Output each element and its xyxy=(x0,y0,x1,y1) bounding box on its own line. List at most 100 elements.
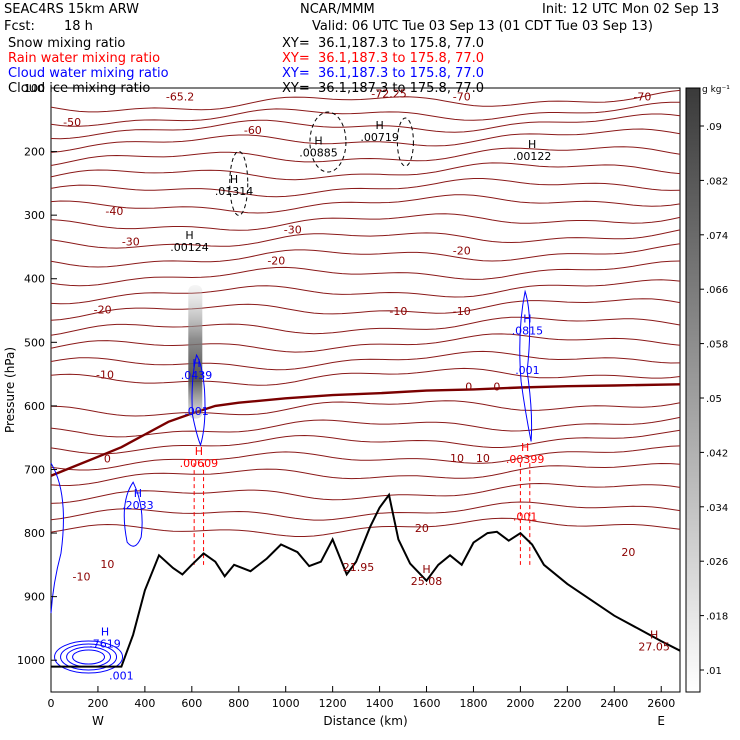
temperature-contour-label: -20 xyxy=(94,304,112,317)
colorbar-tick-label: .09 xyxy=(706,122,722,133)
temperature-contour xyxy=(50,482,681,504)
temperature-contour xyxy=(50,243,681,268)
colorbar-tick-label: .034 xyxy=(706,503,728,514)
forecast-label: Fcst: xyxy=(4,19,35,34)
cloud-water-contour xyxy=(60,643,118,671)
temperature-contour-label: 10 xyxy=(450,452,464,465)
x-tick-label: 2600 xyxy=(647,697,675,710)
x-tick-label: 1200 xyxy=(319,697,347,710)
cloud-water-contour xyxy=(72,649,106,665)
x-tick-label: 800 xyxy=(228,697,249,710)
x-end-label-east: E xyxy=(657,714,665,728)
x-tick-label: 2400 xyxy=(600,697,628,710)
temperature-contour xyxy=(50,178,681,198)
extremum-value: .00719 xyxy=(360,131,399,144)
temperature-contour xyxy=(50,400,681,417)
temperature-contour-label: 0 xyxy=(465,381,472,394)
temperature-contour xyxy=(50,517,681,537)
extremum-value: .2033 xyxy=(122,499,154,512)
temperature-contour xyxy=(50,367,681,386)
extremum-marker: H xyxy=(195,445,203,458)
temperature-contour-label: -70 xyxy=(633,91,651,104)
x-tick-label: 400 xyxy=(134,697,155,710)
temperature-contour xyxy=(50,333,681,353)
colorbar-tick-label: .01 xyxy=(706,666,722,677)
y-axis-label: Pressure (hPa) xyxy=(3,347,17,433)
extremum-marker: H xyxy=(134,487,142,500)
freezing-level-contour xyxy=(50,383,681,477)
temperature-contour-label: -10 xyxy=(73,571,91,584)
extremum-value: .00609 xyxy=(180,457,219,470)
snow-mixing-shading xyxy=(188,285,203,419)
extremum-value: .00122 xyxy=(513,150,552,163)
center-label: NCAR/MMM xyxy=(300,2,375,17)
x-end-label-west: W xyxy=(92,714,104,728)
temperature-contour-label: 10 xyxy=(476,452,490,465)
cloud-ice-contour xyxy=(309,111,347,173)
extremum-value: 27.05 xyxy=(638,641,670,654)
field-xy-rain: XY= 36.1,187.3 to 175.8, 77.0 xyxy=(282,51,485,66)
temperature-contour xyxy=(50,429,681,455)
extremum-value: .7619 xyxy=(89,637,121,650)
temperature-contour-label: -30 xyxy=(284,224,302,237)
colorbar-tick-label: .066 xyxy=(706,285,728,296)
y-tick-label: 900 xyxy=(24,591,45,604)
temperature-contour xyxy=(50,416,681,438)
temperature-contour-label: -20 xyxy=(453,245,471,258)
y-tick-label: 800 xyxy=(24,527,45,540)
temperature-contour-label: -50 xyxy=(63,116,81,129)
temperature-contour-label: -30 xyxy=(122,236,140,249)
colorbar-tick-label: .058 xyxy=(706,340,728,351)
temperature-contour xyxy=(50,279,681,305)
extremum-marker: H xyxy=(192,357,200,370)
temperature-contour-label: -70 xyxy=(453,91,471,104)
x-tick-label: 600 xyxy=(181,697,202,710)
temperature-contour xyxy=(50,445,681,471)
temperature-contour-label: -10 xyxy=(453,305,471,318)
temperature-contour xyxy=(50,113,681,140)
temperature-contour xyxy=(50,146,681,166)
field-name-rain: Rain water mixing ratio xyxy=(8,51,161,66)
temperature-contour xyxy=(50,462,681,487)
y-tick-label: 1000 xyxy=(17,654,45,667)
temperature-contour-label: -60 xyxy=(244,124,262,137)
temperature-contour-label: -10 xyxy=(389,305,407,318)
temperature-contour-label: -10 xyxy=(96,369,114,382)
extremum-value: .001 xyxy=(184,405,209,418)
temperature-contour xyxy=(50,298,681,321)
temperature-contour xyxy=(50,162,681,181)
colorbar xyxy=(685,87,701,693)
colorbar-tick-label: .042 xyxy=(706,448,728,459)
x-tick-label: 2200 xyxy=(553,697,581,710)
cloud-water-contour xyxy=(123,481,143,547)
y-tick-label: 400 xyxy=(24,273,45,286)
cloud-ice-contour xyxy=(229,150,249,216)
cloud-ice-contour xyxy=(396,117,414,167)
extremum-marker: H xyxy=(101,625,109,638)
y-tick-label: 700 xyxy=(24,463,45,476)
extremum-value: 21.95 xyxy=(343,561,375,574)
colorbar-tick-label: .05 xyxy=(706,394,722,405)
temperature-contour xyxy=(50,260,681,287)
extremum-marker: H xyxy=(521,441,529,454)
temperature-contour-label: 0 xyxy=(493,381,500,394)
colorbar-tick-label: .026 xyxy=(706,557,728,568)
temperature-contour xyxy=(50,213,681,231)
temperature-contour xyxy=(50,350,681,371)
extremum-value: 25.08 xyxy=(411,575,443,588)
extremum-value: .001 xyxy=(513,510,538,523)
field-name-cloud-water: Cloud water mixing ratio xyxy=(8,66,169,81)
extremum-value: .00885 xyxy=(299,147,338,160)
terrain-profile xyxy=(51,492,681,668)
x-tick-label: 1400 xyxy=(366,697,394,710)
plot-frame xyxy=(50,87,681,693)
y-tick-label: 500 xyxy=(24,336,45,349)
extremum-value: .00399 xyxy=(506,453,545,466)
temperature-contour xyxy=(50,316,681,336)
field-name-snow: Snow mixing ratio xyxy=(8,36,126,51)
valid-time: Valid: 06 UTC Tue 03 Sep 13 (01 CDT Tue … xyxy=(312,19,653,34)
cloud-water-contour xyxy=(191,353,206,447)
field-xy-cloud-water: XY= 36.1,187.3 to 175.8, 77.0 xyxy=(282,66,485,81)
y-tick-label: 100 xyxy=(24,82,45,95)
